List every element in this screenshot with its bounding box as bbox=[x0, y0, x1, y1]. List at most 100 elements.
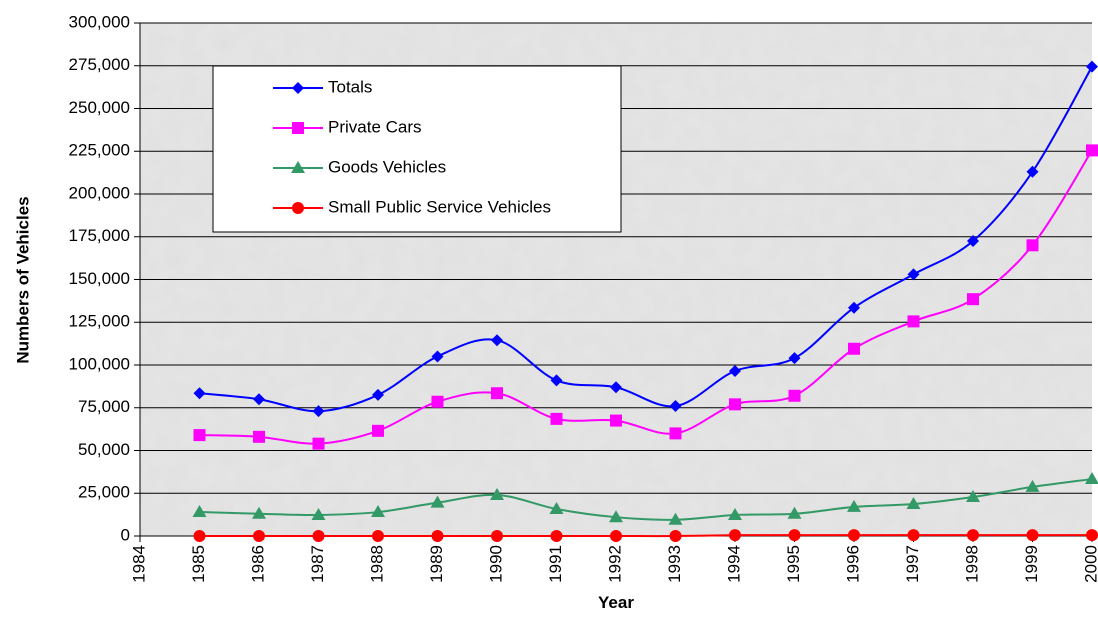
legend-label: Private Cars bbox=[328, 117, 422, 136]
marker bbox=[728, 507, 742, 520]
marker bbox=[788, 529, 801, 542]
marker bbox=[1086, 529, 1098, 542]
x-axis-title: Year bbox=[598, 593, 634, 612]
marker bbox=[610, 414, 622, 427]
marker bbox=[1085, 472, 1098, 485]
y-tick-label: 225,000 bbox=[69, 141, 130, 160]
legend: Totals Private Cars Goods Vehicles Small Pu… bbox=[212, 65, 622, 233]
series-line bbox=[199, 478, 1093, 521]
marker bbox=[549, 501, 564, 514]
marker bbox=[669, 530, 682, 542]
y-tick-label: 150,000 bbox=[69, 269, 130, 288]
marker bbox=[610, 381, 622, 394]
marker bbox=[1086, 144, 1098, 157]
x-tick-label: 1998 bbox=[962, 545, 981, 583]
legend-label: Goods Vehicles bbox=[328, 157, 446, 176]
marker bbox=[550, 530, 563, 542]
y-tick-label: 75,000 bbox=[78, 397, 130, 416]
x-tick-label: 1988 bbox=[367, 545, 386, 583]
lines bbox=[192, 60, 1098, 542]
marker bbox=[729, 398, 741, 411]
marker bbox=[431, 350, 444, 363]
y-tick-label: 300,000 bbox=[69, 12, 130, 31]
x-tick-label: 1996 bbox=[843, 545, 862, 583]
marker bbox=[312, 437, 325, 450]
x-tick-label: 1994 bbox=[724, 545, 743, 583]
marker bbox=[431, 395, 444, 408]
marker bbox=[192, 505, 207, 518]
series-line bbox=[199, 534, 1092, 538]
marker bbox=[788, 389, 801, 402]
y-tick-label: 50,000 bbox=[78, 440, 130, 459]
marker bbox=[312, 405, 325, 418]
marker bbox=[550, 412, 563, 425]
marker bbox=[372, 530, 384, 542]
marker bbox=[253, 393, 265, 406]
x-tick-label: 1997 bbox=[903, 545, 922, 583]
x-tick-label: 1999 bbox=[1022, 545, 1041, 583]
y-tick-label: 250,000 bbox=[69, 98, 130, 117]
x-tick-label: 1985 bbox=[189, 545, 208, 583]
y-tick-label: 0 bbox=[121, 525, 130, 544]
marker bbox=[371, 505, 385, 518]
legend-label: Small Public Service Vehicles bbox=[328, 197, 551, 216]
marker bbox=[312, 530, 325, 542]
marker bbox=[292, 82, 304, 94]
marker bbox=[490, 487, 504, 500]
marker bbox=[372, 388, 384, 401]
marker bbox=[253, 530, 265, 542]
marker bbox=[729, 529, 741, 542]
marker bbox=[668, 512, 683, 525]
x-tick-label: 1991 bbox=[546, 545, 565, 583]
marker bbox=[491, 530, 503, 542]
y-tick-label: 175,000 bbox=[69, 226, 130, 245]
marker bbox=[1026, 165, 1039, 178]
marker bbox=[193, 387, 206, 400]
marker bbox=[252, 506, 266, 519]
marker bbox=[491, 334, 503, 347]
marker bbox=[311, 507, 326, 520]
x-tick-label: 1989 bbox=[427, 545, 446, 583]
x-tick-label: 1987 bbox=[308, 545, 327, 583]
x-tick-label: 1984 bbox=[129, 545, 148, 583]
marker bbox=[1086, 60, 1098, 73]
marker bbox=[253, 430, 265, 443]
y-tick-label: 100,000 bbox=[69, 354, 130, 373]
marker bbox=[967, 529, 979, 542]
legend-label: Totals bbox=[328, 77, 372, 96]
marker bbox=[292, 122, 304, 134]
marker bbox=[669, 427, 682, 440]
marker bbox=[491, 387, 503, 400]
marker bbox=[787, 506, 802, 519]
y-axis-title: Numbers of Vehicles bbox=[13, 196, 32, 363]
marker bbox=[431, 530, 444, 542]
marker bbox=[907, 315, 920, 328]
marker bbox=[788, 352, 801, 365]
marker bbox=[848, 342, 860, 355]
marker bbox=[967, 293, 979, 306]
marker bbox=[1026, 239, 1039, 252]
marker bbox=[292, 202, 304, 214]
x-tick-label: 1992 bbox=[605, 545, 624, 583]
marker bbox=[610, 530, 622, 542]
marker bbox=[907, 268, 920, 281]
legend-box bbox=[212, 65, 622, 233]
x-tick-label: 1990 bbox=[486, 545, 505, 583]
marker bbox=[729, 364, 741, 377]
y-tick-label: 25,000 bbox=[78, 483, 130, 502]
marker bbox=[291, 161, 305, 173]
y-tick-label: 275,000 bbox=[69, 55, 130, 74]
marker bbox=[1026, 529, 1039, 542]
marker bbox=[193, 530, 206, 542]
marker bbox=[372, 424, 384, 437]
y-tick-label: 200,000 bbox=[69, 183, 130, 202]
marker bbox=[193, 429, 206, 442]
marker bbox=[430, 495, 445, 508]
x-tick-label: 1995 bbox=[784, 545, 803, 583]
marker bbox=[1025, 479, 1040, 492]
marker bbox=[669, 400, 682, 413]
marker bbox=[906, 497, 921, 510]
marker bbox=[848, 301, 860, 314]
